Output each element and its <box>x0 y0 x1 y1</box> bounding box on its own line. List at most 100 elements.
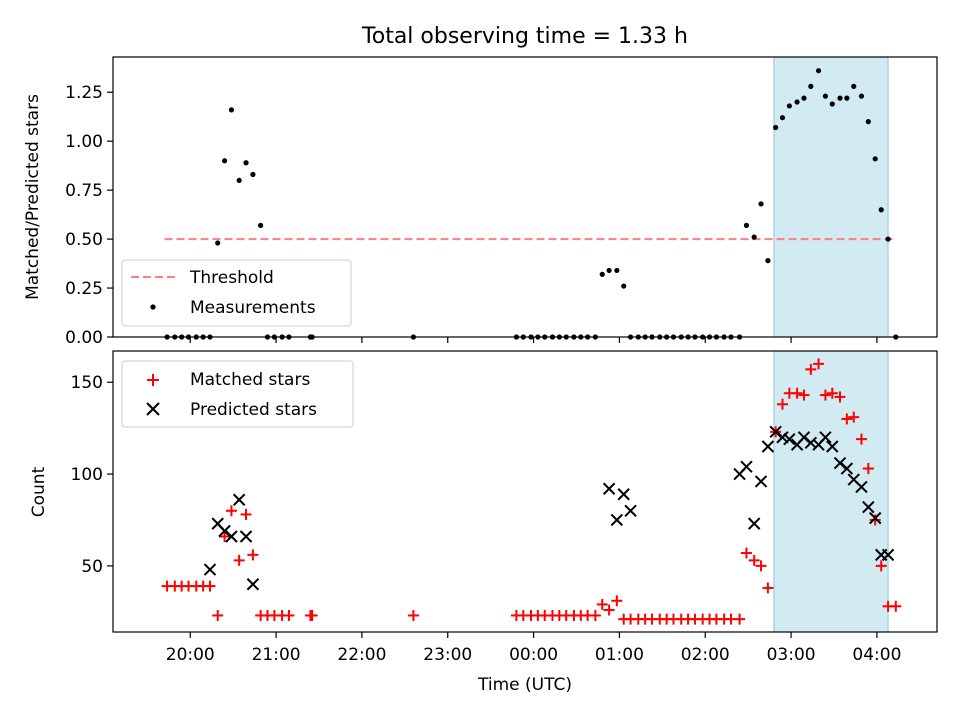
matched-star-point <box>813 358 825 370</box>
predicted-star-point <box>602 482 616 495</box>
matched-star-point <box>233 554 245 566</box>
matched-star-point <box>798 389 810 401</box>
measurement-point <box>743 222 750 228</box>
measurement-point <box>606 267 612 274</box>
top-legend: Threshold Measurements <box>121 259 352 327</box>
bottom-x-tick-label: 23:00 <box>423 645 472 665</box>
x-axis-label: Time (UTC) <box>477 675 572 695</box>
matched-star-point <box>855 433 867 445</box>
measurement-point <box>221 158 228 164</box>
top-y-tick-label: 1.25 <box>65 83 103 103</box>
matched-star-point <box>819 389 831 401</box>
top-y-tick-label: 0.00 <box>65 328 103 348</box>
measurement-point <box>599 271 605 277</box>
predicted-star-point <box>225 530 238 543</box>
top-y-tick-label: 0.50 <box>65 230 103 250</box>
measurement-point <box>837 95 843 101</box>
bottom-x-tick-label: 02:00 <box>681 645 730 665</box>
measurement-point <box>808 83 814 89</box>
predicted-star-b <box>783 432 796 446</box>
predicted-star-point <box>868 511 882 525</box>
predicted-star-b <box>747 517 761 530</box>
matched-star-point <box>755 560 767 572</box>
matched-star-point <box>805 363 817 375</box>
bottom-legend: Matched stars Predicted stars <box>121 360 354 428</box>
bottom-highlight-span <box>773 350 889 633</box>
predicted-star-b <box>881 548 895 562</box>
measurement-point <box>858 93 865 99</box>
predicted-star-point <box>761 440 775 453</box>
predicted-star-point <box>232 493 246 506</box>
measurement-point <box>872 156 878 162</box>
matched-star-point <box>212 609 224 621</box>
legend-measurements-label: Measurements <box>190 298 316 318</box>
measurement-point <box>250 171 256 178</box>
predicted-star-b <box>826 440 839 453</box>
matched-star-point <box>240 508 252 520</box>
measurement-point <box>228 107 235 113</box>
bottom-y-tick-label: 50 <box>81 557 103 577</box>
predicted-star-b <box>602 482 616 495</box>
matched-star-point <box>407 609 419 621</box>
top-legend-box <box>121 259 352 327</box>
predicted-star-point <box>881 548 895 562</box>
top-panel: Total observing time = 1.33 h 0.00 0.25 0.… <box>23 24 938 348</box>
predicted-star-b <box>754 475 768 488</box>
matched-star-point <box>247 549 259 561</box>
measurement-point <box>829 101 835 107</box>
matched-star-point <box>589 609 601 621</box>
legend-threshold-label: Threshold <box>189 268 274 288</box>
measurement-point <box>614 267 620 274</box>
predicted-star-b <box>868 511 882 525</box>
measurement-point <box>258 222 264 228</box>
top-y-tick-label: 0.75 <box>65 181 103 201</box>
top-chart-title: Total observing time = 1.33 h <box>361 24 688 49</box>
top-y-tick-label: 0.25 <box>65 279 103 299</box>
measurement-point <box>865 119 871 125</box>
predicted-star-b <box>232 493 246 506</box>
predicted-star-b <box>610 513 624 527</box>
predicted-star-b <box>769 425 782 439</box>
bottom-x-tick-label: 22:00 <box>337 645 386 665</box>
predicted-star-b <box>819 431 832 444</box>
predicted-star-point <box>624 504 637 517</box>
matched-star-point <box>869 514 881 526</box>
top-y-tick-label: 1.00 <box>65 132 103 152</box>
predicted-star-point <box>740 460 753 473</box>
predicted-star-b <box>239 530 253 543</box>
predicted-star-point <box>246 578 260 591</box>
top-plot-frame <box>112 56 938 338</box>
legend-matched-swatch <box>147 374 159 386</box>
bottom-x-tick-label: 00:00 <box>509 645 558 665</box>
predicted-star-b <box>761 440 775 453</box>
predicted-star-b <box>776 431 789 444</box>
measurement-point <box>786 103 792 109</box>
matched-star-point <box>748 554 760 566</box>
legend-predicted-label: Predicted stars <box>190 400 317 420</box>
measurement-point <box>236 177 242 183</box>
predicted-star-point <box>617 488 630 501</box>
predicted-star-point <box>610 513 624 527</box>
predicted-star-b <box>840 462 854 475</box>
legend-matched-label: Matched stars <box>190 370 310 390</box>
measurement-point <box>621 283 627 289</box>
predicted-star-b <box>617 488 630 501</box>
predicted-star-b <box>218 524 231 538</box>
measurement-point <box>758 201 764 207</box>
matched-star-point <box>890 600 902 612</box>
predicted-star-b <box>211 517 224 530</box>
predicted-star-b <box>246 578 260 591</box>
bottom-x-tick-label: 04:00 <box>852 645 901 665</box>
bottom-y-tick-label: 150 <box>71 373 103 393</box>
measurement-point <box>844 95 850 101</box>
predicted-star-b <box>862 500 875 514</box>
measurement-point <box>885 236 891 242</box>
matched-star-point <box>740 547 752 559</box>
measurement-point <box>851 83 857 89</box>
measurement-point <box>822 93 829 99</box>
matched-star-point <box>283 609 295 621</box>
predicted-star-b <box>855 480 868 494</box>
bottom-y-axis-label: Count <box>29 466 49 517</box>
matched-star-point <box>596 598 608 610</box>
